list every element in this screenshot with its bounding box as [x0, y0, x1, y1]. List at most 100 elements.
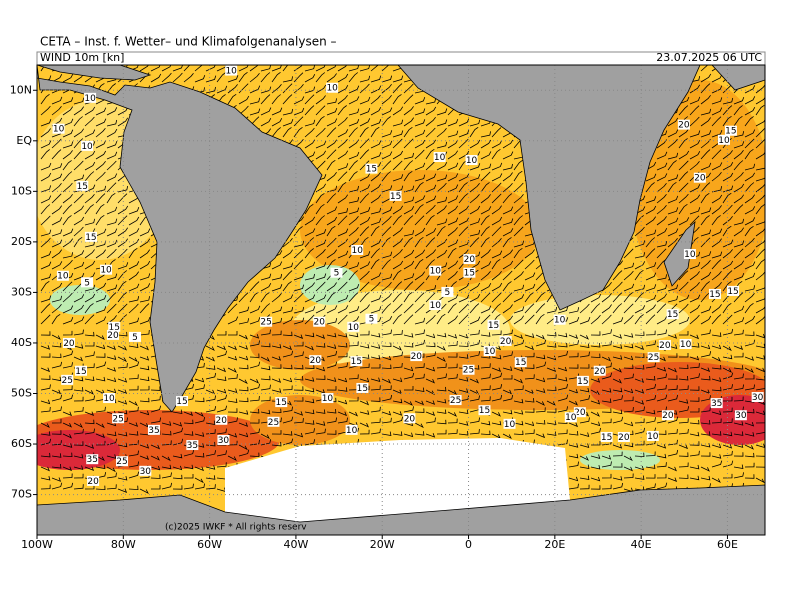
- wind-barb: [304, 65, 316, 72]
- wind-barb: [722, 192, 732, 204]
- wind-barb: [491, 330, 502, 336]
- wind-barb: [579, 334, 589, 340]
- wind-barb: [348, 185, 359, 193]
- wind-barb: [117, 476, 128, 481]
- wind-barb: [612, 451, 623, 457]
- speed-label: 25: [260, 318, 271, 328]
- wind-barb: [744, 432, 755, 437]
- wind-barb: [51, 183, 62, 193]
- wind-barb: [700, 182, 711, 193]
- wind-barb: [436, 399, 447, 404]
- wind-barb: [645, 362, 656, 369]
- wind-barb: [403, 400, 413, 406]
- wind-barb: [106, 273, 118, 281]
- wind-barb: [469, 183, 480, 193]
- wind-barb: [40, 215, 51, 226]
- wind-barb: [392, 150, 404, 160]
- wind-barb: [73, 97, 85, 105]
- speed-label: 5: [84, 278, 90, 288]
- wind-barb: [491, 367, 502, 373]
- wind-barb: [51, 376, 62, 382]
- wind-barb: [95, 214, 105, 226]
- wind-barb: [51, 389, 62, 395]
- wind-barb: [139, 296, 150, 303]
- wind-barb: [62, 141, 74, 149]
- wind-barb: [733, 352, 744, 358]
- wind-barb: [238, 292, 249, 303]
- wind-barb: [348, 283, 360, 292]
- wind-barb: [84, 303, 94, 314]
- wind-barb: [623, 292, 633, 303]
- wind-barb: [95, 127, 106, 138]
- wind-barb: [205, 356, 216, 362]
- wind-barb: [623, 473, 634, 479]
- wind-barb: [568, 461, 579, 468]
- wind-barb: [205, 484, 216, 490]
- wind-barb: [172, 427, 184, 435]
- speed-label: 15: [725, 127, 736, 137]
- wind-barb: [656, 284, 668, 292]
- wind-barb: [590, 314, 601, 325]
- wind-barb: [381, 151, 393, 160]
- wind-barb: [612, 476, 623, 481]
- wind-barb: [601, 282, 612, 292]
- wind-barb: [524, 303, 535, 314]
- wind-barb: [678, 385, 689, 391]
- wind-barb: [95, 171, 106, 182]
- wind-barb: [249, 419, 260, 424]
- wind-barb: [348, 171, 358, 182]
- wind-barb: [348, 341, 359, 347]
- wind-barb: [95, 422, 105, 429]
- wind-barb: [656, 394, 668, 402]
- wind-barb: [117, 345, 128, 351]
- wind-barb: [645, 340, 656, 347]
- wind-barb: [700, 215, 710, 226]
- wind-barb: [139, 65, 149, 72]
- wind-barb: [524, 398, 535, 403]
- x-tick-label: 100W: [21, 538, 53, 551]
- wind-barb: [524, 429, 535, 435]
- wind-barb: [414, 162, 426, 171]
- wind-barb: [403, 126, 413, 138]
- wind-barb: [139, 249, 151, 259]
- wind-barb: [293, 418, 304, 424]
- wind-barb: [51, 138, 62, 149]
- wind-barb: [700, 452, 711, 457]
- y-tick-label: 10N: [10, 83, 32, 96]
- wind-barb: [62, 252, 74, 259]
- wind-barb: [667, 195, 679, 204]
- wind-barb: [337, 138, 348, 149]
- wind-barb: [667, 295, 679, 303]
- wind-barb: [282, 316, 294, 325]
- wind-barb: [425, 204, 436, 215]
- wind-barb: [733, 431, 744, 436]
- wind-barb: [689, 207, 701, 215]
- speed-label: 10: [100, 266, 112, 276]
- wind-barb: [260, 65, 272, 72]
- label-box: [617, 431, 630, 442]
- wind-barb: [469, 282, 481, 292]
- wind-barb: [535, 407, 546, 413]
- wind-barb: [249, 408, 260, 414]
- wind-barb: [425, 389, 435, 396]
- wind-barb: [524, 364, 535, 369]
- wind-barb: [535, 303, 546, 314]
- wind-barb: [700, 229, 712, 237]
- wind-barb: [535, 400, 545, 406]
- wind-barb: [755, 367, 765, 373]
- wind-barb: [260, 365, 271, 371]
- wind-barb: [304, 228, 316, 237]
- wind-barb: [436, 238, 448, 248]
- wind-barb: [612, 378, 622, 384]
- wind-barb: [590, 353, 601, 359]
- wind-barb: [381, 171, 391, 182]
- wind-barb: [513, 159, 523, 171]
- wind-barb: [700, 351, 712, 358]
- wind-barb: [744, 452, 755, 458]
- wind-barb: [678, 399, 689, 404]
- wind-barb: [304, 439, 316, 446]
- wind-barb: [469, 395, 480, 402]
- wind-barb: [700, 292, 711, 303]
- label-box: [666, 309, 679, 320]
